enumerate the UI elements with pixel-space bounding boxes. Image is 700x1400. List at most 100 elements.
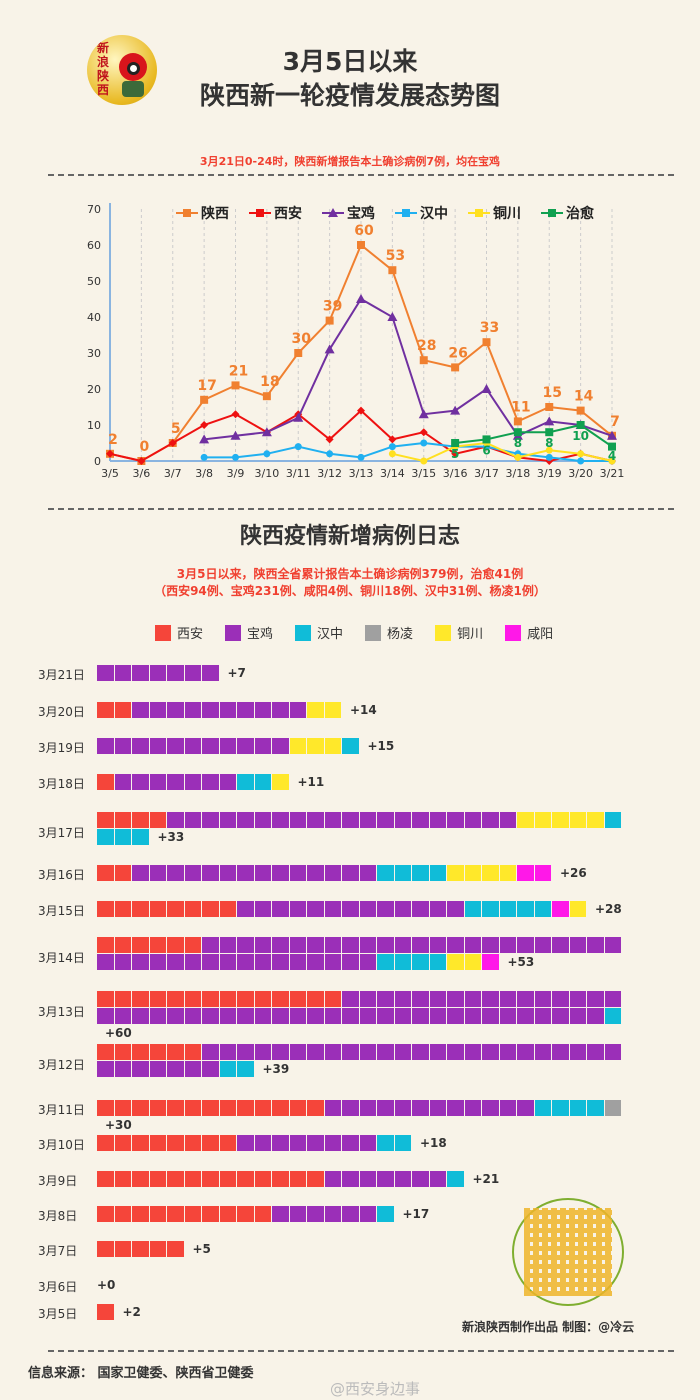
- case-block-西安: [132, 1171, 150, 1188]
- case-block-西安: [167, 1241, 185, 1258]
- case-block-宝鸡: [587, 991, 605, 1008]
- y-tick-label: 0: [94, 455, 101, 468]
- legend-label: 铜川: [457, 627, 484, 642]
- data-point: [325, 435, 334, 444]
- row-date: 3月11日: [38, 1103, 85, 1117]
- case-block-西安: [132, 1135, 150, 1152]
- case-block-宝鸡: [167, 702, 185, 719]
- case-block-宝鸡: [307, 1135, 325, 1152]
- x-tick-label: 3/21: [600, 467, 625, 480]
- case-block-宝鸡: [587, 1044, 605, 1061]
- row-date: 3月14日: [38, 951, 85, 965]
- data-point: [545, 403, 554, 411]
- case-block-汉中: [517, 901, 535, 918]
- case-block-宝鸡: [342, 1008, 360, 1025]
- data-point: [419, 356, 428, 365]
- case-block-宝鸡: [184, 738, 202, 755]
- case-block-西安: [184, 1135, 202, 1152]
- case-block-西安: [167, 1100, 185, 1117]
- case-block-宝鸡: [97, 1061, 115, 1078]
- row-bars: +30: [97, 1100, 627, 1134]
- subtitle: 3月21日0-24时，陕西新增报告本土确诊病例7例，均在宝鸡: [199, 155, 501, 168]
- case-block-宝鸡: [447, 937, 465, 954]
- legend-item: 铜川: [435, 623, 483, 642]
- row-date: 3月19日: [38, 741, 85, 755]
- row-date: 3月13日: [38, 1005, 85, 1019]
- case-block-宝鸡: [272, 1008, 290, 1025]
- data-label: 33: [480, 320, 499, 336]
- case-block-西安: [114, 991, 132, 1008]
- case-block-宝鸡: [202, 665, 220, 682]
- case-block-西安: [254, 1100, 272, 1117]
- case-block-西安: [167, 937, 185, 954]
- case-block-咸阳: [517, 865, 535, 882]
- row-count: +26: [560, 866, 587, 880]
- case-block-西安: [97, 774, 115, 791]
- case-block-铜川: [569, 812, 587, 829]
- case-block-西安: [149, 1044, 167, 1061]
- legend-item: 西安: [155, 623, 203, 642]
- sina-shaanxi-logo: 新浪陕西: [87, 35, 157, 105]
- case-block-铜川: [447, 865, 465, 882]
- line-chart: 3/5 3/6 3/7 3/8 3/9 3/10 3/11 3/12 3/13 3/14 3/15 3…: [87, 203, 625, 480]
- x-tick-label: 3/16: [443, 467, 468, 480]
- case-block-西安: [114, 901, 132, 918]
- case-block-宝鸡: [359, 937, 377, 954]
- case-block-西安: [114, 1135, 132, 1152]
- case-block-宝鸡: [307, 865, 325, 882]
- case-block-铜川: [307, 702, 325, 719]
- divider: [48, 1350, 674, 1352]
- data-label: 26: [448, 345, 467, 361]
- case-block-汉中: [412, 865, 430, 882]
- case-block-汉中: [237, 1061, 255, 1078]
- legend-label-西安: 西安: [274, 205, 302, 222]
- row-count: +28: [595, 902, 622, 916]
- case-block-西安: [132, 991, 150, 1008]
- case-block-铜川: [517, 812, 535, 829]
- case-block-铜川: [499, 865, 517, 882]
- case-block-汉中: [534, 901, 552, 918]
- data-point: [576, 406, 585, 415]
- x-tick-label: 3/20: [568, 467, 593, 480]
- case-block-宝鸡: [324, 1171, 342, 1188]
- case-block-宝鸡: [184, 1061, 202, 1078]
- case-block-宝鸡: [482, 991, 500, 1008]
- case-block-西安: [149, 937, 167, 954]
- row-bars: +33: [97, 812, 627, 846]
- case-block-宝鸡: [167, 1061, 185, 1078]
- case-block-宝鸡: [342, 1206, 360, 1223]
- data-point: [261, 427, 272, 437]
- case-block-宝鸡: [202, 738, 220, 755]
- case-block-汉中: [254, 774, 272, 791]
- case-block-宝鸡: [552, 991, 570, 1008]
- data-label: 21: [229, 363, 248, 379]
- case-block-宝鸡: [429, 991, 447, 1008]
- x-tick-label: 3/15: [411, 467, 436, 480]
- case-block-西安: [219, 1100, 237, 1117]
- case-block-宝鸡: [394, 1171, 412, 1188]
- legend-label-陕西: 陕西: [201, 205, 229, 222]
- case-block-铜川: [307, 738, 325, 755]
- data-point: [387, 312, 398, 321]
- case-block-西安: [97, 991, 115, 1008]
- case-block-宝鸡: [342, 812, 360, 829]
- case-block-汉中: [377, 1206, 395, 1223]
- case-block-宝鸡: [394, 1044, 412, 1061]
- case-block-汉中: [394, 954, 412, 971]
- series-line-宝鸡: [204, 297, 613, 441]
- case-block-宝鸡: [149, 865, 167, 882]
- legend-swatch: [435, 624, 452, 641]
- legend-label: 咸阳: [527, 627, 554, 642]
- case-block-铜川: [447, 954, 465, 971]
- case-block-铜川: [324, 702, 342, 719]
- data-label: 30: [292, 331, 312, 347]
- data-point: [232, 453, 239, 461]
- case-block-西安: [97, 1044, 115, 1061]
- x-tick-label: 3/19: [537, 467, 562, 480]
- case-block-宝鸡: [412, 1100, 430, 1117]
- case-block-宝鸡: [447, 901, 465, 918]
- case-block-宝鸡: [219, 702, 237, 719]
- case-block-宝鸡: [359, 901, 377, 918]
- case-block-西安: [97, 1241, 115, 1258]
- row-bars: +53: [97, 937, 627, 971]
